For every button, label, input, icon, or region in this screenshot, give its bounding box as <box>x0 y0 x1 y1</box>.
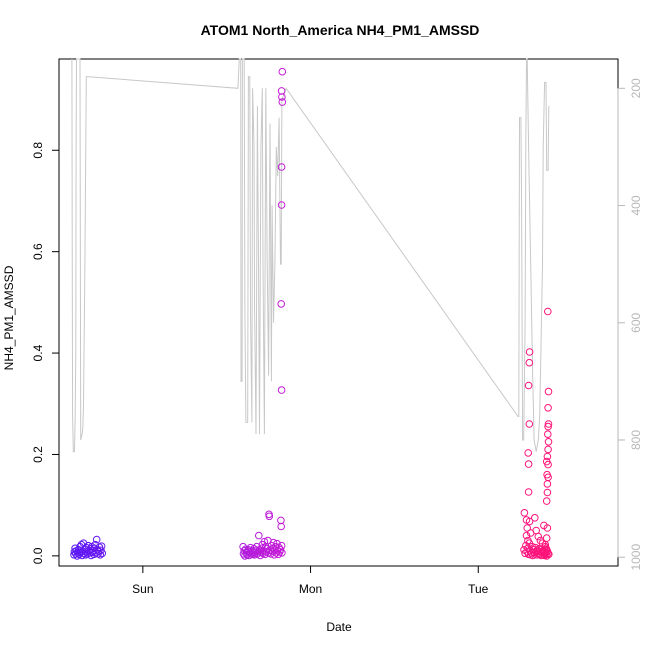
y-tick-label: 0.2 <box>31 446 45 463</box>
data-point <box>523 524 532 532</box>
secondary-y-tick-label: 200 <box>629 78 643 98</box>
data-point <box>544 430 552 439</box>
y-tick-label: 0.6 <box>31 243 45 260</box>
data-points-layer <box>70 67 553 560</box>
data-point <box>273 539 281 548</box>
data-point <box>277 87 286 95</box>
data-point <box>531 514 539 522</box>
secondary-y-tick-label: 600 <box>629 312 643 332</box>
data-point <box>277 541 286 550</box>
data-point <box>544 387 553 396</box>
data-point <box>544 404 552 412</box>
x-axis-label: Date <box>326 620 352 634</box>
data-point <box>525 517 534 526</box>
data-point <box>542 497 551 505</box>
data-point <box>543 480 552 488</box>
y-tick-label: 0.4 <box>31 344 45 361</box>
data-point <box>522 531 531 540</box>
x-tick-label: Tue <box>468 582 489 596</box>
data-point <box>77 540 86 549</box>
data-point <box>540 547 548 556</box>
data-point <box>96 551 104 559</box>
data-point <box>534 532 543 541</box>
data-point <box>524 488 533 496</box>
pressure-line <box>71 58 550 453</box>
y-tick-label: 0.8 <box>31 142 45 159</box>
data-point <box>525 348 534 356</box>
data-point <box>544 307 552 316</box>
data-point <box>277 516 285 525</box>
data-point <box>544 460 552 469</box>
data-point <box>524 536 532 545</box>
data-point <box>544 445 552 454</box>
y-axis: 0.0 0.2 0.4 0.6 0.8 <box>31 142 60 564</box>
secondary-y-tick-label: 1000 <box>629 544 643 571</box>
data-point <box>542 534 551 542</box>
x-tick-label: Mon <box>299 582 322 596</box>
data-point <box>277 163 286 171</box>
data-point <box>97 542 106 551</box>
data-point <box>544 473 552 482</box>
data-point <box>536 536 545 545</box>
data-point <box>540 551 549 560</box>
data-point <box>277 300 286 308</box>
data-point <box>278 93 286 101</box>
x-tick-label: Sun <box>132 582 153 596</box>
secondary-y-axis: 200 400 600 800 1000 <box>617 78 643 571</box>
data-point <box>544 420 553 428</box>
data-point <box>525 358 534 367</box>
data-point <box>277 386 286 394</box>
data-point <box>278 549 286 557</box>
data-point <box>98 549 107 558</box>
data-point <box>544 438 553 446</box>
data-point <box>277 522 286 531</box>
pressure-line-layer <box>71 58 550 453</box>
data-point <box>520 509 529 517</box>
y-axis-label: NH4_PM1_AMSSD <box>2 265 16 370</box>
chart-title: ATOM1 North_America NH4_PM1_AMSSD <box>201 22 480 38</box>
data-point <box>524 381 533 390</box>
data-point <box>260 537 269 546</box>
data-point <box>265 512 274 521</box>
data-point <box>278 67 287 76</box>
data-point <box>543 452 552 461</box>
plot-area-frame <box>58 58 619 567</box>
secondary-y-tick-label: 400 <box>629 195 643 215</box>
data-point <box>254 531 263 540</box>
data-point <box>278 98 287 106</box>
data-point <box>92 535 101 544</box>
data-point <box>78 551 86 560</box>
data-point <box>257 544 266 553</box>
data-point <box>544 422 552 431</box>
data-point <box>277 201 286 209</box>
data-point <box>524 449 533 457</box>
data-point <box>525 420 534 428</box>
data-point <box>269 538 278 547</box>
data-point <box>543 524 552 532</box>
x-axis: Sun Mon Tue <box>132 565 489 596</box>
y-tick-label: 0.0 <box>31 547 45 564</box>
data-point <box>524 460 533 468</box>
secondary-y-tick-label: 800 <box>629 430 643 450</box>
data-point <box>543 488 552 497</box>
